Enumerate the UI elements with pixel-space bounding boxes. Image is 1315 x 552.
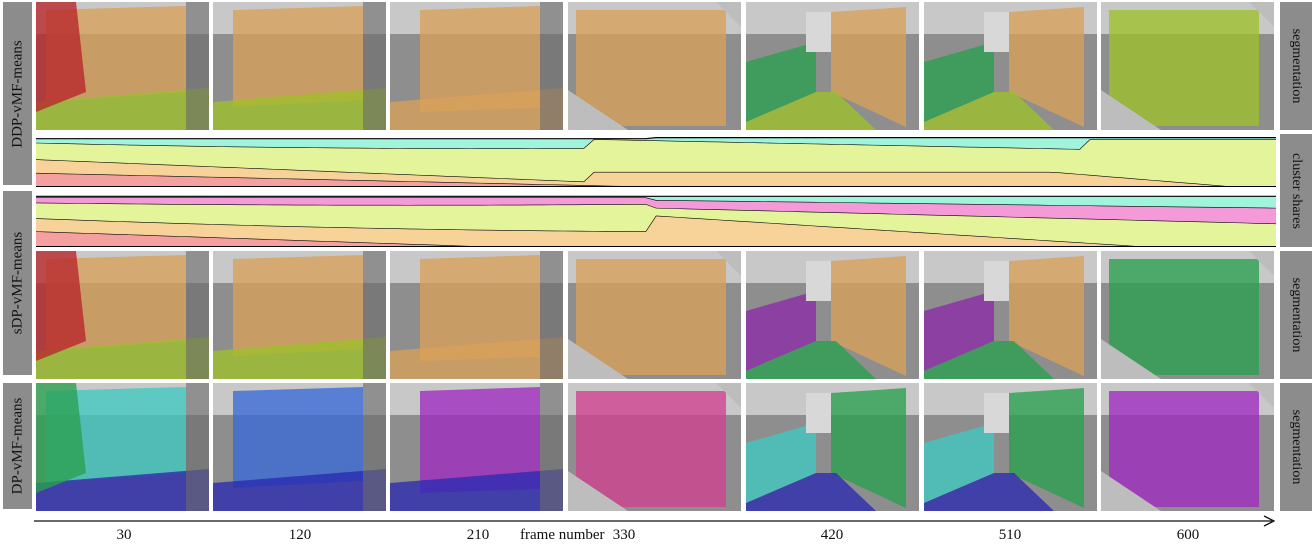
axis-tick-600: 600: [1176, 527, 1200, 543]
frame-sdp-6: [1101, 251, 1274, 379]
axis-tick-420: 420: [820, 527, 844, 543]
frame-dp-1: [213, 383, 386, 511]
frame-sdp-5: [924, 251, 1097, 379]
strip-label: cluster shares: [1280, 134, 1312, 247]
axis-tick-30: 30: [116, 527, 132, 543]
share-band-4: [36, 196, 1276, 208]
frame-sdp-3: [568, 251, 741, 379]
axis-tick-510: 510: [998, 527, 1022, 543]
share-band-2: [36, 139, 1276, 187]
share-band-0: [36, 172, 1276, 187]
frame-dp-6: [1101, 383, 1274, 511]
axis-tick-330: 330: [612, 527, 636, 543]
frame-dp-3: [568, 383, 741, 511]
frame-ddp-1: [213, 2, 386, 130]
row-right-label-ddp: segmentation: [1280, 2, 1312, 130]
axis-title: frame number: [520, 527, 605, 543]
frame-sdp-2: [390, 251, 563, 379]
share-band-2: [36, 202, 1276, 247]
frame-ddp-3: [568, 2, 741, 130]
frame-dp-4: [746, 383, 919, 511]
cluster-shares-sdp: [36, 192, 1276, 247]
share-band-1: [36, 159, 1276, 187]
axis-tick-210: 210: [466, 527, 490, 543]
row-label-sdp: sDP-vMF-means: [3, 191, 32, 375]
row-label-ddp: DDP-vMF-means: [3, 2, 32, 185]
row-right-label-sdp: segmentation: [1280, 251, 1312, 379]
frame-sdp-0: [36, 251, 209, 379]
share-band-0: [36, 231, 1276, 247]
frame-ddp-4: [746, 2, 919, 130]
axis-tick-120: 120: [288, 527, 312, 543]
frame-dp-5: [924, 383, 1097, 511]
frame-ddp-2: [390, 2, 563, 130]
share-band-1: [36, 215, 1276, 247]
frame-sdp-4: [746, 251, 919, 379]
frame-ddp-6: [1101, 2, 1274, 130]
frame-dp-0: [36, 383, 209, 511]
frame-ddp-0: [36, 2, 209, 130]
cluster-shares-ddp: [36, 134, 1276, 187]
row-label-dp: DP-vMF-means: [3, 383, 32, 509]
frame-dp-2: [390, 383, 563, 511]
frame-ddp-5: [924, 2, 1097, 130]
share-band-3: [36, 137, 1276, 150]
share-boundary-3: [36, 137, 1276, 140]
frame-axis: [34, 515, 1276, 527]
frame-sdp-1: [213, 251, 386, 379]
share-boundary-0: [36, 230, 1276, 247]
row-right-label-dp: segmentation: [1280, 383, 1312, 511]
